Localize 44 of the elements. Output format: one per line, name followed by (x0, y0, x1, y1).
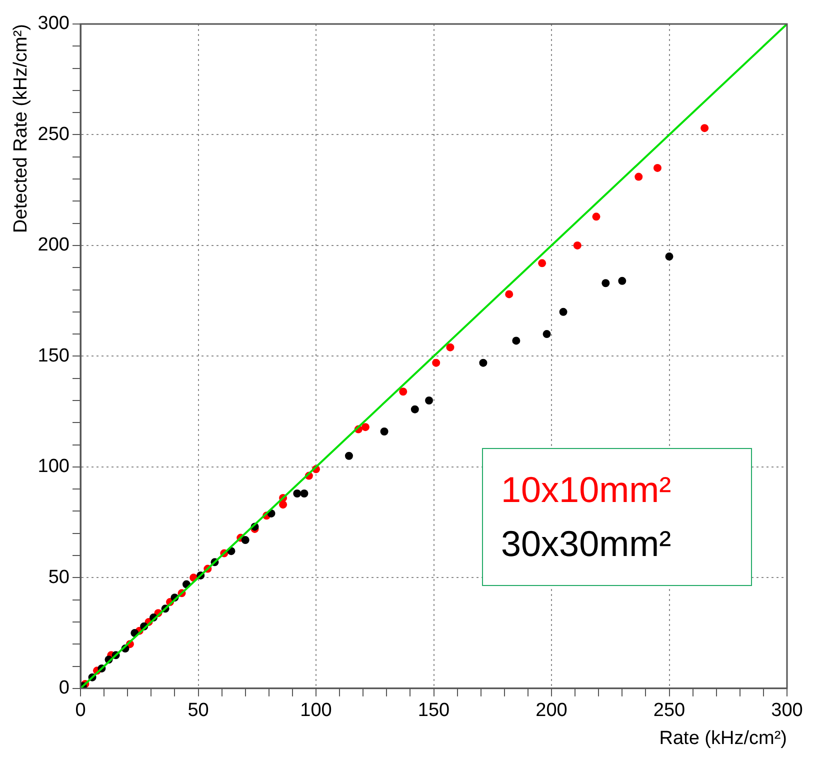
x-tick-label: 300 (771, 700, 803, 722)
x-tick-label: 200 (536, 700, 568, 722)
point (573, 241, 582, 250)
point (559, 308, 568, 316)
x-tick-label: 0 (75, 700, 86, 722)
point (410, 405, 419, 414)
point (538, 259, 546, 268)
point (618, 276, 626, 285)
y-tick-label: 100 (38, 456, 70, 478)
point (542, 330, 551, 338)
point (665, 252, 674, 261)
point (300, 490, 308, 498)
point (241, 536, 250, 544)
point (361, 423, 370, 432)
x-tick-label: 250 (653, 700, 686, 722)
point (602, 279, 610, 288)
point (293, 490, 302, 498)
point (700, 124, 709, 132)
point (505, 290, 514, 298)
point (592, 212, 600, 221)
x-axis-title: Rate (kHz/cm²) (659, 728, 787, 749)
point (279, 500, 288, 509)
y-tick-label: 150 (38, 345, 70, 366)
point (344, 452, 353, 460)
y-tick-label: 50 (48, 566, 70, 588)
point (634, 172, 643, 181)
text: 30x30mm² (501, 522, 672, 566)
x-tick-label: 50 (188, 700, 209, 722)
point (512, 336, 520, 345)
x-tick-label: 100 (300, 700, 332, 722)
y-axis-title: Detected Rate (kHz/cm²) (10, 24, 32, 234)
point (380, 428, 388, 436)
y-tick-label: 200 (38, 234, 70, 256)
point (653, 164, 662, 172)
point (432, 358, 440, 367)
y-tick-label: 300 (38, 13, 70, 34)
point (425, 396, 434, 404)
point (446, 343, 454, 352)
point (479, 358, 488, 367)
text: 10x10mm² (501, 468, 672, 512)
y-tick-label: 0 (58, 678, 70, 699)
x-tick-label: 150 (418, 700, 450, 722)
point (399, 388, 408, 396)
y-tick-label: 250 (38, 124, 70, 145)
